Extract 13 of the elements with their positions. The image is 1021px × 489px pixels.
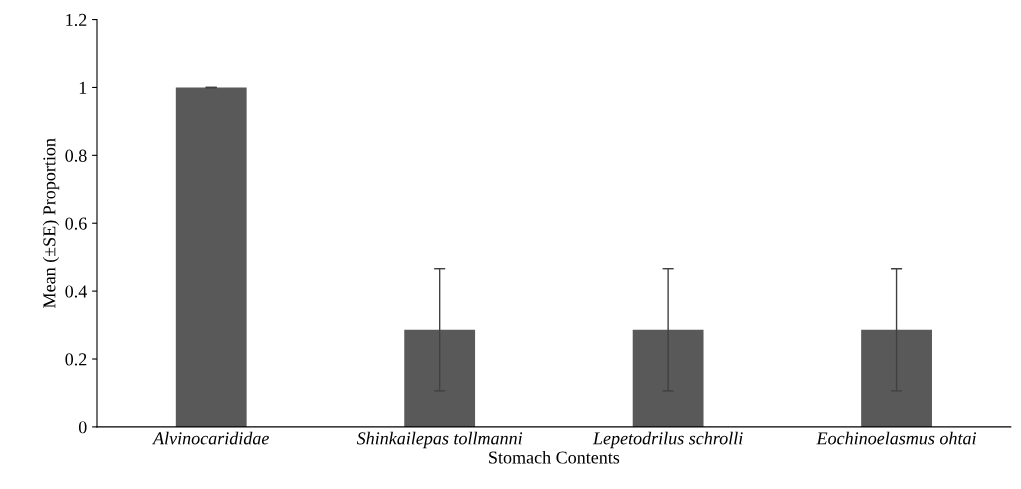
y-tick-label: 0.2 <box>65 353 87 366</box>
x-tick-label: Shinkailepas tollmanni <box>356 431 523 449</box>
y-tick-label: 1 <box>79 81 87 94</box>
y-tick-label: 0.4 <box>65 285 87 298</box>
x-axis-title: Stomach Contents <box>489 450 620 464</box>
y-tick-label: 0.6 <box>65 217 87 230</box>
x-tick-label: Alvinocarididae <box>152 431 269 445</box>
x-tick-label: Lepetodrilus schrolli <box>592 431 743 449</box>
y-tick-label: 1.2 <box>66 13 87 27</box>
y-tick-label: 0.8 <box>65 149 87 162</box>
y-tick-label: 0 <box>78 421 87 434</box>
x-tick-label: Eochinoelasmus ohtai <box>816 431 977 445</box>
y-axis-title: Mean (±SE) Proportion <box>42 138 60 308</box>
